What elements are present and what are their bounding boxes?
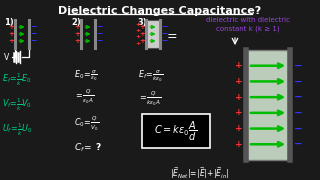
Text: −: − [161, 37, 167, 46]
Text: $C_f\!=\ \mathbf{?}$: $C_f\!=\ \mathbf{?}$ [74, 142, 102, 154]
Text: −: − [96, 30, 102, 39]
Text: Dielectric Changes Capacitance?: Dielectric Changes Capacitance? [58, 6, 262, 16]
Text: +: + [235, 93, 243, 102]
Text: +: + [139, 31, 145, 37]
Text: −: − [294, 139, 302, 149]
Text: +: + [135, 35, 140, 39]
Text: V: V [4, 53, 9, 62]
Text: −: − [294, 76, 302, 86]
Text: −: − [294, 92, 302, 102]
Text: $E_f\!=\!\frac{1}{k}E_0$: $E_f\!=\!\frac{1}{k}E_0$ [2, 72, 31, 88]
Text: 3): 3) [137, 18, 147, 27]
Text: −: − [161, 22, 167, 32]
Text: +: + [74, 24, 80, 30]
Text: dielectric with dielectric
constant k (k ≥ 1): dielectric with dielectric constant k (k… [206, 17, 290, 32]
Text: +: + [235, 108, 243, 117]
Text: +: + [135, 21, 140, 26]
Text: −: − [30, 30, 36, 39]
Text: −: − [294, 124, 302, 134]
Text: +: + [235, 124, 243, 133]
Text: +: + [135, 28, 140, 33]
Text: 1): 1) [4, 18, 14, 27]
Text: +: + [8, 24, 14, 30]
Text: +: + [235, 140, 243, 149]
Text: +: + [74, 31, 80, 37]
Text: +: + [139, 24, 145, 30]
Text: $|\vec{E}_{Net}|\!=\!|\vec{E}|\!+\!|\vec{E}_{in}|$: $|\vec{E}_{Net}|\!=\!|\vec{E}|\!+\!|\vec… [170, 165, 230, 180]
Text: $C_0\!=\!\frac{Q}{V_0}$: $C_0\!=\!\frac{Q}{V_0}$ [74, 115, 99, 133]
Text: $E_0\!=\!\frac{\sigma}{\varepsilon_0}$: $E_0\!=\!\frac{\sigma}{\varepsilon_0}$ [74, 68, 98, 83]
Text: +: + [74, 38, 80, 44]
Text: −: − [294, 61, 302, 71]
Text: $C = k\varepsilon_0\dfrac{A}{d}$: $C = k\varepsilon_0\dfrac{A}{d}$ [155, 120, 197, 143]
Text: $V_f\!=\!\frac{1}{k}V_0$: $V_f\!=\!\frac{1}{k}V_0$ [2, 97, 32, 113]
Text: 2): 2) [71, 18, 81, 27]
Text: −: − [294, 108, 302, 118]
Bar [246, 50, 290, 160]
Text: +: + [135, 41, 140, 46]
Text: +: + [8, 38, 14, 44]
Text: =: = [167, 30, 178, 44]
Text: $U_f\!=\!\frac{1}{k}U_0$: $U_f\!=\!\frac{1}{k}U_0$ [2, 122, 33, 138]
Text: −: − [30, 37, 36, 46]
Text: +: + [8, 31, 14, 37]
Text: −: − [96, 37, 102, 46]
Text: +: + [139, 38, 145, 44]
Text: +: + [235, 77, 243, 86]
Text: −: − [161, 30, 167, 39]
Text: −: − [30, 22, 36, 32]
Bar [146, 20, 160, 48]
Text: $=\!\frac{Q}{\varepsilon_0 A}$: $=\!\frac{Q}{\varepsilon_0 A}$ [74, 88, 94, 106]
Text: +: + [235, 61, 243, 70]
Bar [142, 114, 210, 148]
Text: −: − [96, 22, 102, 32]
Text: $E_f\!=\!\frac{\sigma}{k\varepsilon_0}$: $E_f\!=\!\frac{\sigma}{k\varepsilon_0}$ [138, 68, 164, 84]
Text: $=\!\frac{Q}{k\varepsilon_0 A}$: $=\!\frac{Q}{k\varepsilon_0 A}$ [138, 90, 161, 108]
